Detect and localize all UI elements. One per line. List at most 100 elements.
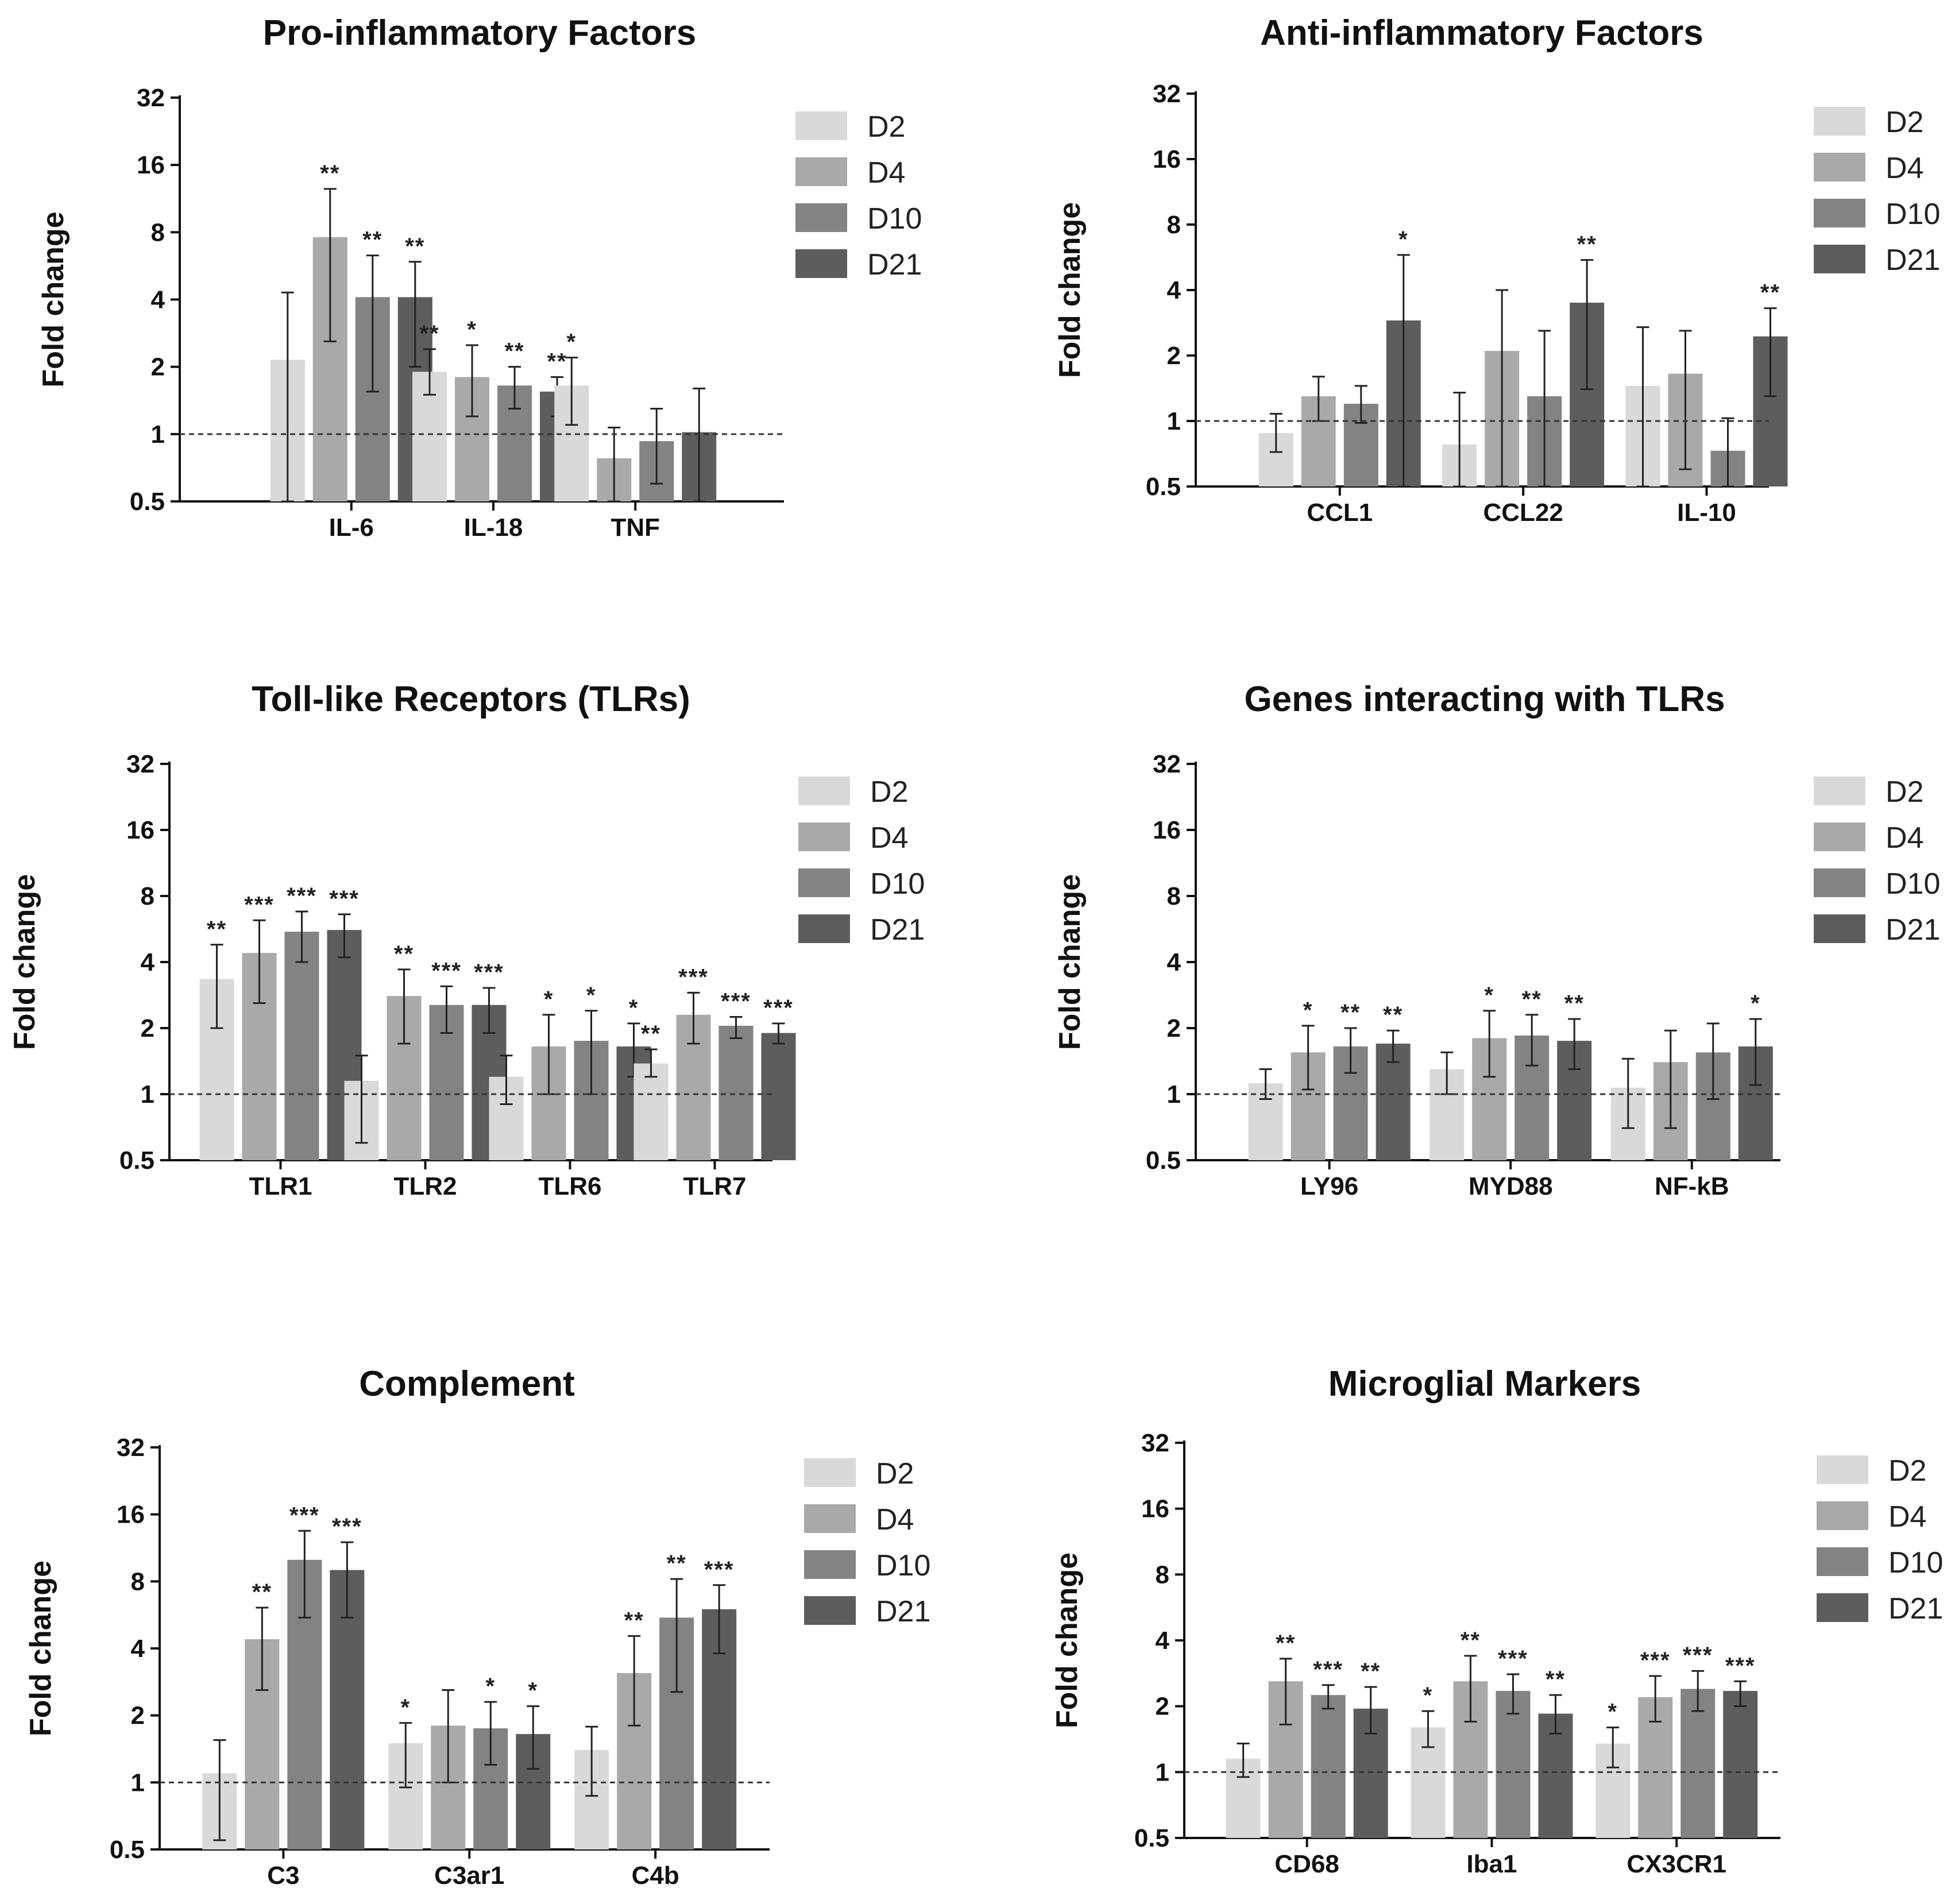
y-tick-label: 0.5 (1134, 1824, 1169, 1852)
y-axis-label: Fold change (8, 874, 41, 1050)
x-category-label: Iba1 (1466, 1850, 1517, 1878)
y-tick-label: 8 (141, 882, 154, 910)
significance-label: *** (289, 1503, 320, 1528)
legend-label: D4 (1886, 821, 1923, 855)
legend-swatch (1814, 153, 1865, 181)
significance-label: *** (329, 886, 360, 912)
significance-label: *** (1683, 1643, 1713, 1668)
x-category-label: TNF (611, 513, 660, 542)
legend-label: D21 (1888, 1592, 1943, 1625)
bar (1723, 1690, 1758, 1838)
y-tick-label: 32 (126, 750, 154, 778)
y-axis-label: Fold change (1053, 874, 1087, 1050)
y-tick-label: 4 (1167, 276, 1181, 304)
x-category-label: CCL22 (1483, 499, 1563, 527)
chart-panel: Pro-inflammatory Factors Fold change 32 16 8… (37, 13, 922, 542)
y-tick-label: 8 (151, 218, 165, 246)
legend-swatch (1817, 1501, 1868, 1530)
y-tick-label: 0.5 (1146, 473, 1181, 501)
x-category-label: MYD88 (1469, 1172, 1553, 1200)
legend-swatch (798, 822, 850, 851)
legend-swatch (1817, 1455, 1868, 1484)
bar (633, 1063, 669, 1160)
x-category-label: TLR7 (683, 1172, 747, 1200)
y-tick-label: 8 (1167, 882, 1181, 910)
y-tick-label: 32 (137, 84, 165, 112)
legend-label: D4 (876, 1503, 914, 1536)
x-category-label: CX3CR1 (1627, 1850, 1726, 1878)
y-tick-label: 1 (1156, 1758, 1169, 1786)
y-tick-label: 16 (126, 816, 154, 844)
x-category-label: TLR6 (539, 1172, 602, 1200)
significance-label: ** (1461, 1628, 1481, 1653)
significance-label: ** (252, 1579, 272, 1605)
significance-label: ** (667, 1551, 687, 1576)
legend-swatch (1814, 199, 1865, 227)
significance-label: * (629, 995, 639, 1021)
legend-label: D21 (876, 1595, 930, 1628)
significance-label: ** (394, 941, 414, 967)
significance-label: * (1751, 991, 1761, 1016)
x-category-label: IL-18 (464, 513, 523, 542)
significance-label: ** (320, 161, 340, 186)
significance-label: * (544, 987, 554, 1012)
legend-label: D2 (867, 110, 905, 144)
significance-label: ** (1383, 1002, 1403, 1028)
legend-label: D10 (1886, 198, 1940, 231)
significance-label: ** (1564, 991, 1585, 1016)
chart-panel: Genes interacting with TLRs Fold change 32… (1053, 679, 1940, 1200)
legend-label: D4 (1886, 152, 1923, 185)
significance-label: *** (1313, 1657, 1343, 1682)
chart-title: Complement (359, 1364, 574, 1404)
x-category-label: C3ar1 (434, 1861, 504, 1890)
significance-label: * (586, 983, 597, 1008)
legend-swatch (798, 777, 850, 805)
y-tick-label: 32 (1141, 1429, 1169, 1457)
legend-label: D4 (1888, 1500, 1926, 1534)
significance-label: * (1398, 227, 1409, 252)
y-tick-label: 32 (1153, 750, 1181, 778)
significance-label: * (528, 1678, 538, 1704)
significance-label: ** (547, 349, 567, 374)
y-tick-label: 16 (1153, 816, 1181, 844)
significance-label: *** (763, 995, 794, 1021)
legend-label: D21 (1886, 913, 1940, 947)
significance-label: *** (287, 883, 317, 909)
x-category-label: TLR2 (394, 1172, 457, 1200)
chart-panel: Anti-inflammatory Factors Fold change 32 16… (1053, 13, 1940, 527)
legend-label: D10 (1886, 867, 1940, 901)
significance-label: *** (474, 960, 504, 985)
legend-swatch (804, 1458, 856, 1487)
x-category-label: LY96 (1300, 1172, 1358, 1200)
legend-label: D2 (870, 775, 908, 809)
y-tick-label: 2 (1167, 342, 1181, 370)
y-tick-label: 1 (151, 420, 165, 449)
y-tick-label: 32 (117, 1434, 145, 1462)
legend-swatch (1814, 777, 1865, 805)
y-tick-label: 4 (141, 948, 155, 976)
significance-label: ** (1546, 1667, 1566, 1692)
y-axis-label: Fold change (1053, 202, 1087, 378)
legend-swatch (1817, 1547, 1868, 1576)
bar (1496, 1690, 1531, 1838)
legend-swatch (1814, 107, 1865, 136)
y-tick-label: 8 (1156, 1561, 1169, 1589)
significance-label: * (400, 1695, 411, 1720)
significance-label: *** (721, 988, 751, 1014)
significance-label: ** (1361, 1659, 1381, 1684)
legend-label: D2 (876, 1457, 914, 1490)
legend-label: D4 (870, 821, 908, 855)
y-tick-label: 16 (1153, 145, 1181, 173)
significance-label: * (566, 330, 577, 355)
x-category-label: TLR1 (249, 1172, 312, 1200)
x-category-label: CCL1 (1307, 499, 1373, 527)
y-axis-label: Fold change (1050, 1552, 1084, 1728)
bar (1680, 1689, 1716, 1838)
legend-swatch (798, 868, 850, 897)
legend-swatch (795, 249, 847, 278)
legend-swatch (1814, 868, 1865, 897)
y-tick-label: 4 (131, 1635, 145, 1663)
legend-swatch (795, 157, 847, 186)
y-tick-label: 2 (1167, 1014, 1181, 1042)
